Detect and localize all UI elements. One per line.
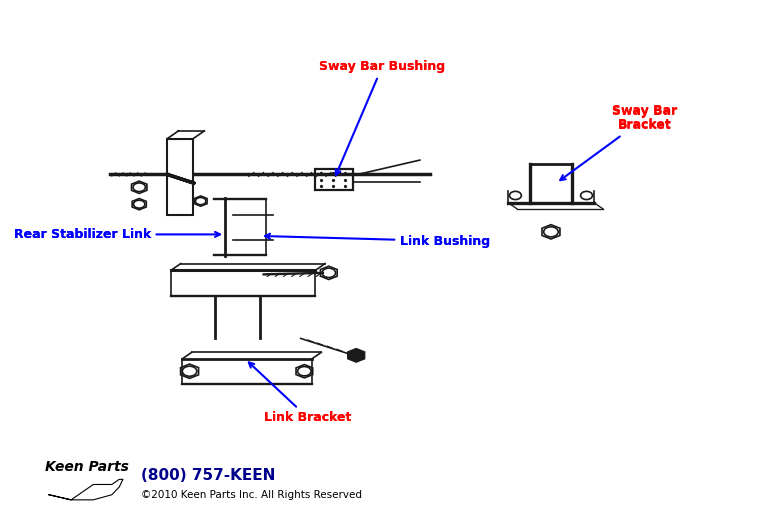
Text: Link Bracket: Link Bracket [264,411,352,424]
Text: Sway Bar Bushing: Sway Bar Bushing [319,60,445,175]
Circle shape [350,351,363,360]
Text: Sway Bar: Sway Bar [612,105,678,118]
Text: Sway Bar Bushing: Sway Bar Bushing [319,60,445,74]
Text: Link Bushing: Link Bushing [265,234,490,248]
Polygon shape [348,349,364,362]
Text: Link Bracket: Link Bracket [249,363,352,424]
Text: Keen Parts: Keen Parts [45,459,129,473]
Text: Rear Stabilizer Link: Rear Stabilizer Link [14,228,151,241]
Text: Sway Bar
Bracket: Sway Bar Bracket [561,104,678,180]
Bar [315,169,353,190]
Text: ©2010 Keen Parts Inc. All Rights Reserved: ©2010 Keen Parts Inc. All Rights Reserve… [142,490,363,500]
Text: Bracket: Bracket [618,118,672,131]
Text: (800) 757-KEEN: (800) 757-KEEN [142,468,276,483]
Text: Rear Stabilizer Link: Rear Stabilizer Link [14,228,220,241]
Text: Link Bushing: Link Bushing [400,235,490,248]
